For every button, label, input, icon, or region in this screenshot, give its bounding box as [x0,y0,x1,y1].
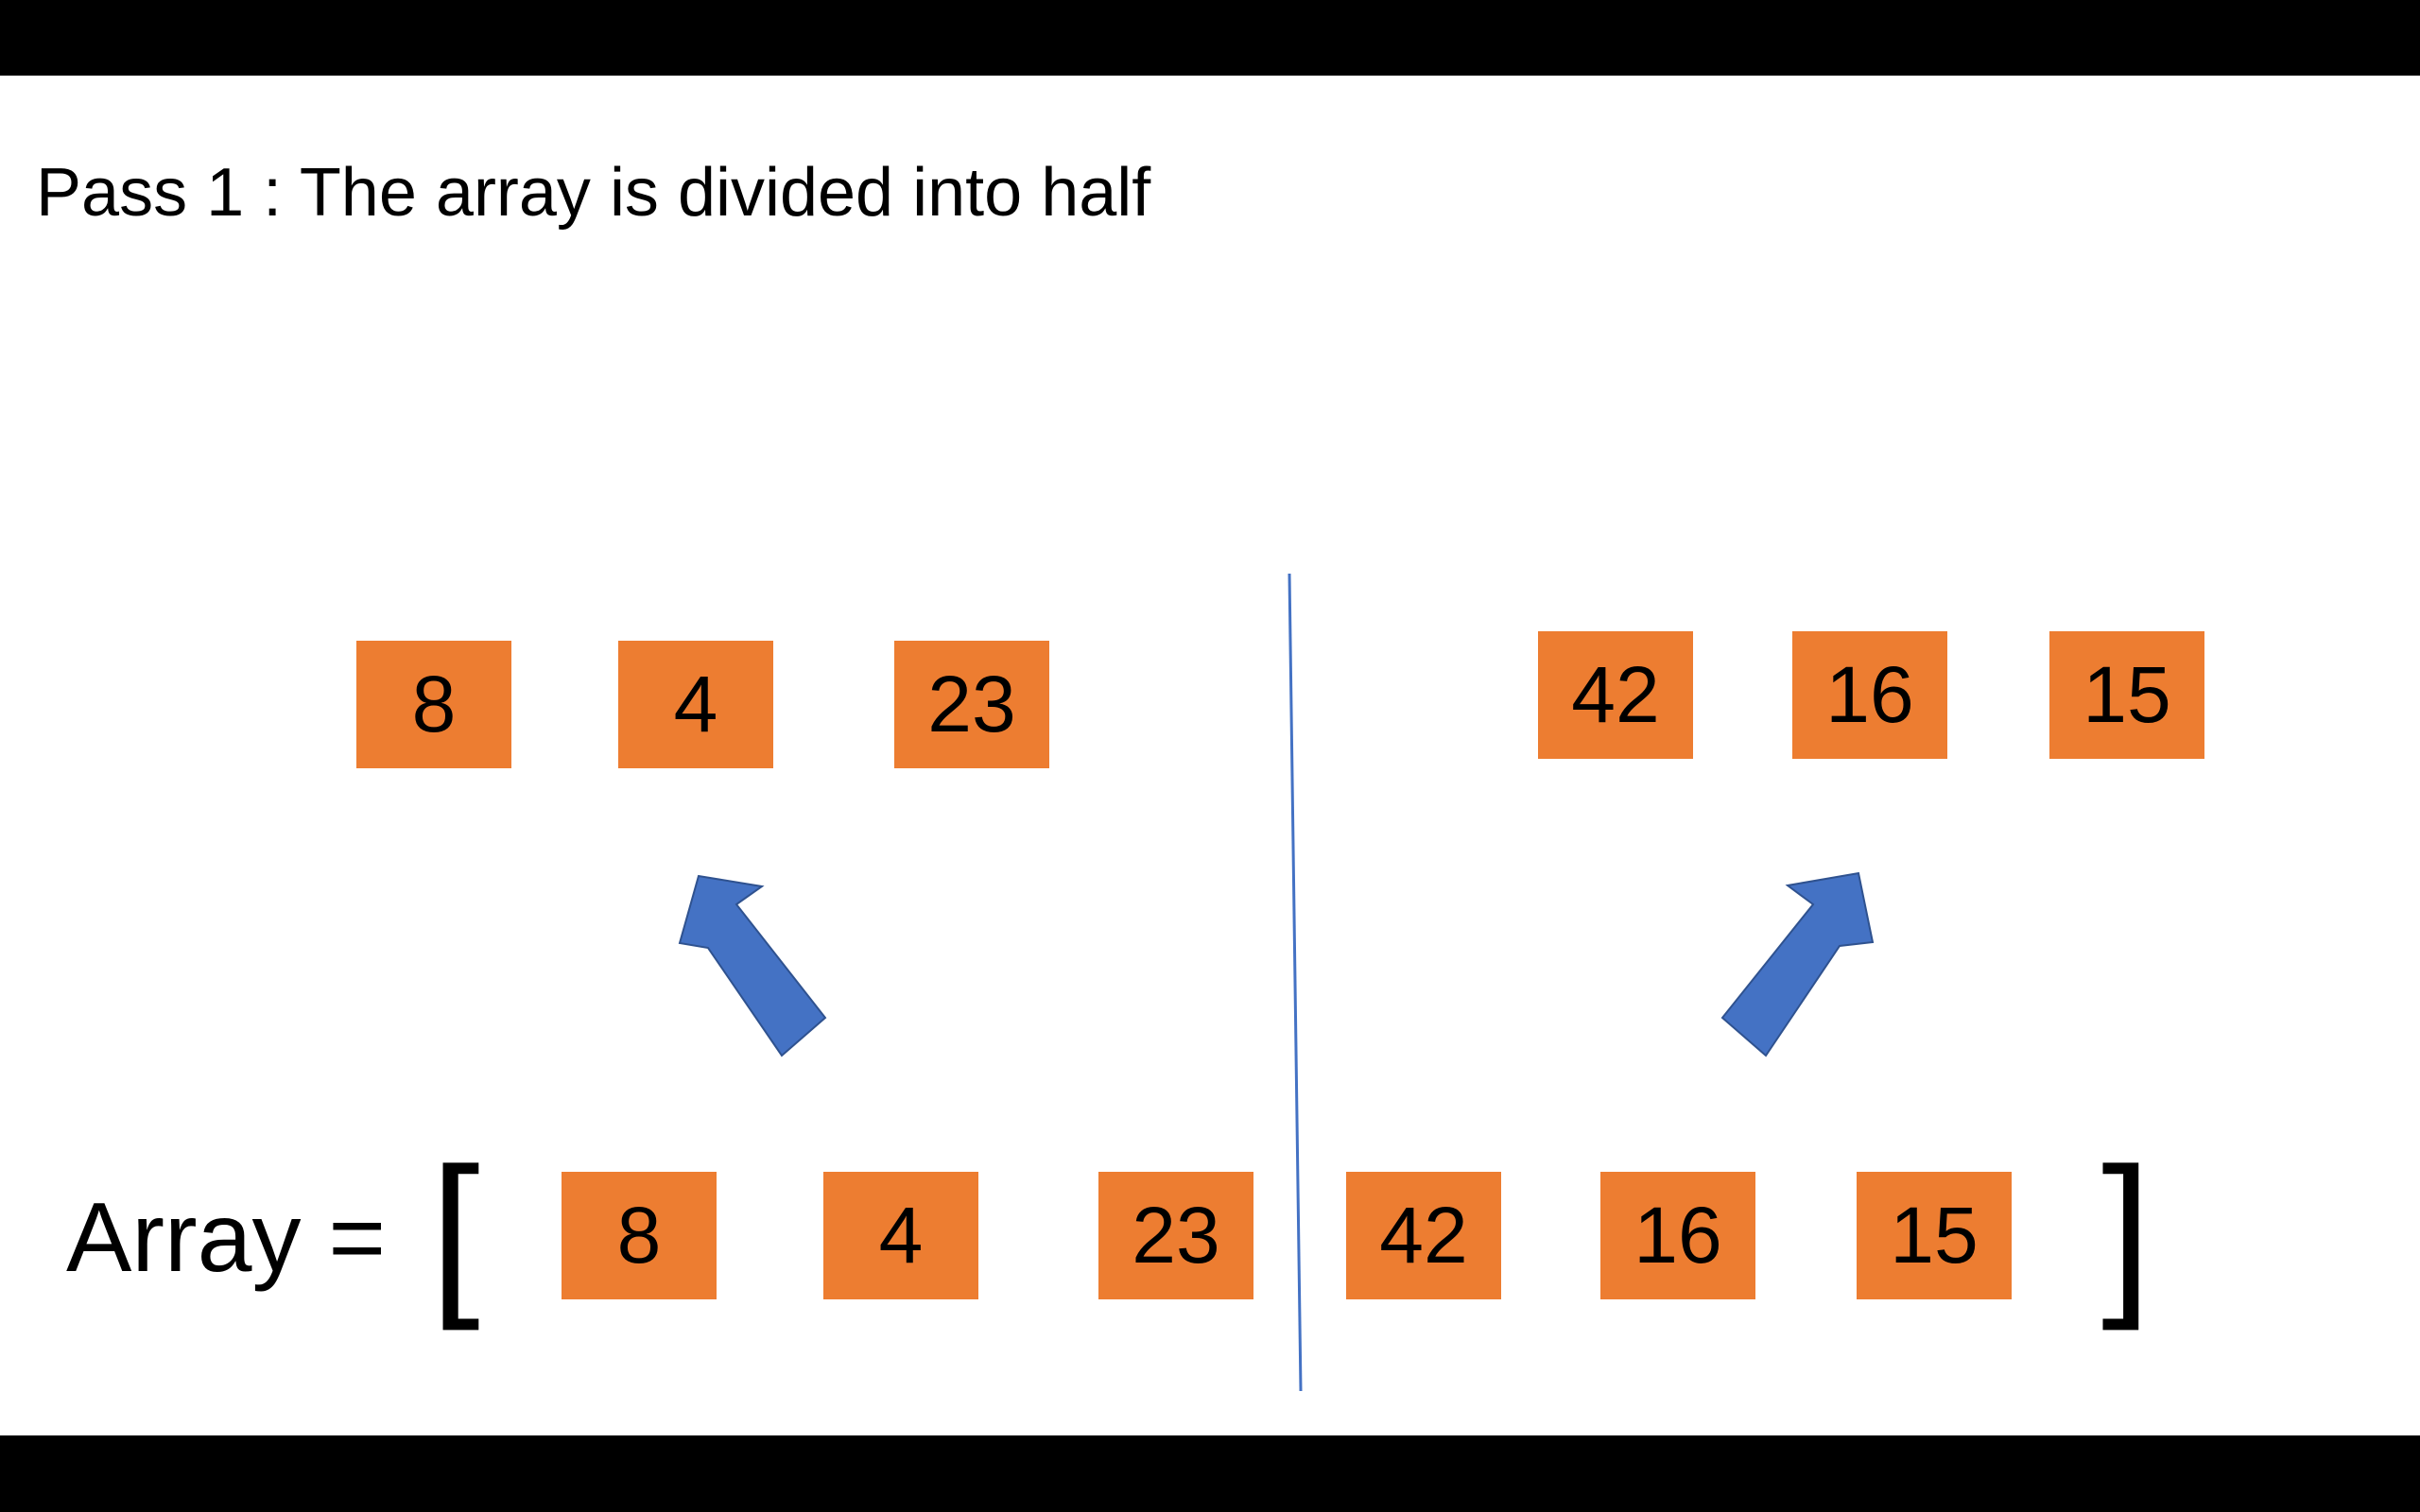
letterbox-top [0,0,2420,76]
close-bracket: ] [2101,1131,2152,1332]
array-element-box: 16 [1600,1172,1755,1299]
right-half-arrow [1720,871,1875,1057]
array-element-box: 23 [1098,1172,1253,1299]
left-half-arrow [678,874,827,1057]
array-element-box: 15 [1857,1172,2012,1299]
left-half-box: 23 [894,641,1049,768]
left-half-box: 8 [356,641,511,768]
array-label: Array = [66,1183,387,1293]
array-element-box: 8 [562,1172,717,1299]
slide: Pass 1 : The array is divided into half … [0,76,2420,1435]
letterbox-bottom [0,1435,2420,1512]
slide-title: Pass 1 : The array is divided into half [36,155,1151,231]
array-element-box: 42 [1346,1172,1501,1299]
open-bracket: [ [430,1131,480,1332]
divider-line [1288,573,1303,1392]
right-half-box: 16 [1792,631,1947,759]
array-element-box: 4 [823,1172,978,1299]
diagram-overlay [678,573,1875,1392]
left-half-box: 4 [618,641,773,768]
right-half-box: 15 [2049,631,2204,759]
right-half-box: 42 [1538,631,1693,759]
